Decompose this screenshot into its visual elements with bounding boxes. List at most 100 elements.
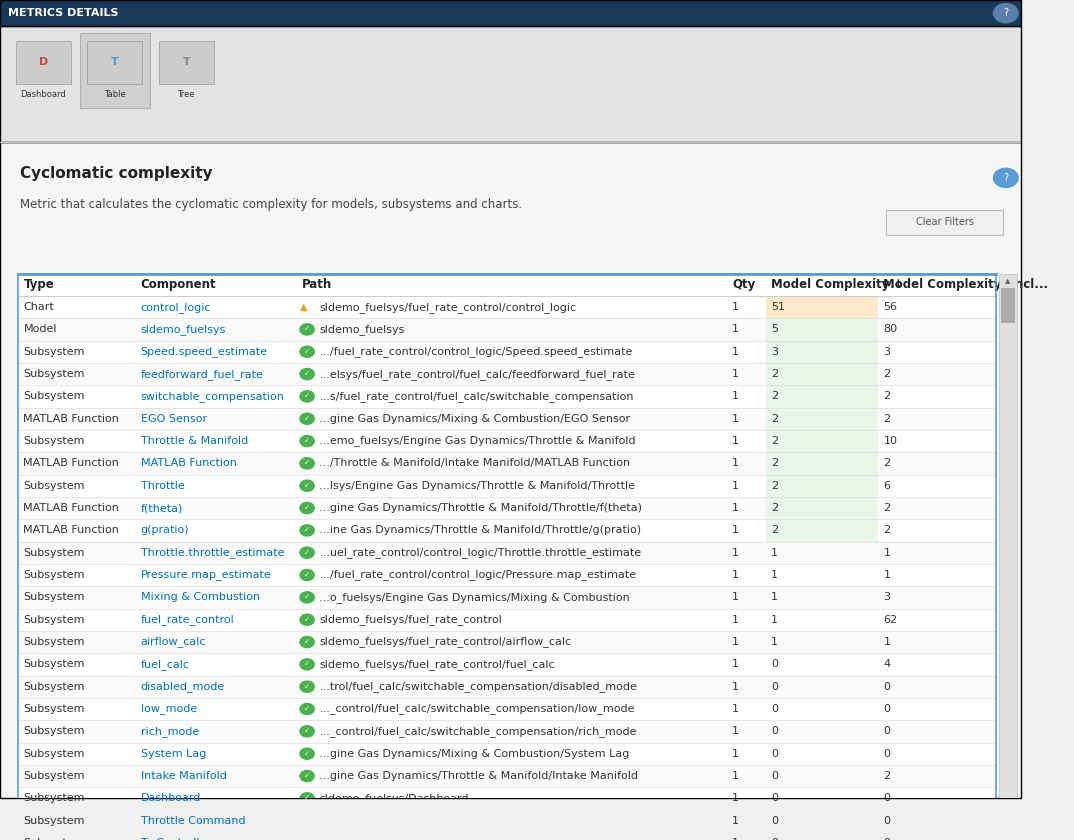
Text: Subsystem: Subsystem [24, 347, 85, 357]
Text: Subsystem: Subsystem [24, 637, 85, 647]
Text: 10: 10 [884, 436, 898, 446]
Circle shape [300, 703, 315, 715]
Text: 2: 2 [884, 771, 890, 781]
Text: ...gine Gas Dynamics/Mixing & Combustion/EGO Sensor: ...gine Gas Dynamics/Mixing & Combustion… [319, 414, 630, 423]
Text: Clear Filters: Clear Filters [915, 217, 973, 227]
Text: 2: 2 [771, 503, 779, 513]
Text: ▲: ▲ [300, 302, 307, 312]
Text: Metric that calculates the cyclomatic complexity for models, subsystems and char: Metric that calculates the cyclomatic co… [20, 197, 523, 211]
Text: ...gine Gas Dynamics/Throttle & Manifold/Throttle/f(theta): ...gine Gas Dynamics/Throttle & Manifold… [319, 503, 642, 513]
Text: 62: 62 [884, 615, 898, 625]
FancyBboxPatch shape [18, 654, 996, 675]
Text: Mixing & Combustion: Mixing & Combustion [141, 592, 260, 602]
FancyBboxPatch shape [18, 787, 996, 810]
Text: 3: 3 [771, 347, 778, 357]
Text: Subsystem: Subsystem [24, 816, 85, 826]
Text: Type: Type [24, 278, 54, 291]
Text: 1: 1 [732, 503, 739, 513]
Circle shape [300, 793, 315, 804]
Text: Qty: Qty [732, 278, 755, 291]
Text: sldemo_fuelsys/fuel_rate_control/airflow_calc: sldemo_fuelsys/fuel_rate_control/airflow… [319, 637, 571, 648]
Text: disabled_mode: disabled_mode [141, 681, 224, 692]
FancyBboxPatch shape [0, 0, 1021, 26]
Text: Subsystem: Subsystem [24, 615, 85, 625]
Text: Subsystem: Subsystem [24, 570, 85, 580]
Text: Subsystem: Subsystem [24, 592, 85, 602]
Text: ✓: ✓ [304, 483, 310, 489]
Circle shape [300, 659, 315, 670]
Text: 1: 1 [732, 704, 739, 714]
Text: T: T [183, 57, 190, 67]
Text: Tree: Tree [177, 90, 195, 98]
Text: Model Complexity (incl...: Model Complexity (incl... [884, 278, 1048, 291]
Circle shape [300, 547, 315, 559]
FancyBboxPatch shape [766, 296, 879, 318]
FancyBboxPatch shape [0, 26, 1021, 142]
Text: sldemo_fuelsys/fuel_rate_control/control_logic: sldemo_fuelsys/fuel_rate_control/control… [319, 302, 577, 312]
Text: 0: 0 [771, 748, 778, 759]
Circle shape [300, 815, 315, 827]
Text: ✓: ✓ [304, 528, 310, 533]
Text: 1: 1 [732, 324, 739, 334]
Text: ✓: ✓ [304, 393, 310, 399]
Text: Subsystem: Subsystem [24, 369, 85, 379]
Text: 0: 0 [771, 816, 778, 826]
FancyBboxPatch shape [18, 497, 996, 519]
FancyBboxPatch shape [999, 274, 1017, 840]
Text: 1: 1 [732, 414, 739, 423]
Text: 1: 1 [884, 548, 890, 558]
FancyBboxPatch shape [9, 33, 78, 108]
Text: 1: 1 [732, 748, 739, 759]
FancyBboxPatch shape [18, 407, 996, 430]
Text: ✓: ✓ [304, 327, 310, 333]
Text: 0: 0 [884, 727, 890, 737]
Text: ✓: ✓ [304, 460, 310, 466]
Circle shape [993, 168, 1018, 187]
FancyBboxPatch shape [18, 475, 996, 497]
FancyBboxPatch shape [151, 33, 221, 108]
Text: D: D [39, 57, 48, 67]
Text: ...o_fuelsys/Engine Gas Dynamics/Mixing & Combustion: ...o_fuelsys/Engine Gas Dynamics/Mixing … [319, 592, 630, 603]
FancyBboxPatch shape [766, 452, 879, 475]
Circle shape [300, 458, 315, 469]
Text: 1: 1 [732, 548, 739, 558]
FancyBboxPatch shape [18, 542, 996, 564]
Text: ✓: ✓ [304, 639, 310, 645]
Text: 0: 0 [771, 771, 778, 781]
Text: rich_mode: rich_mode [141, 726, 199, 737]
Text: ✓: ✓ [304, 349, 310, 354]
Text: ...gine Gas Dynamics/Mixing & Combustion/System Lag: ...gine Gas Dynamics/Mixing & Combustion… [319, 748, 629, 759]
Text: ...s/fuel_rate_control/fuel_calc/switchable_compensation: ...s/fuel_rate_control/fuel_calc/switcha… [319, 391, 634, 402]
Text: 1: 1 [732, 302, 739, 312]
Text: feedforward_fuel_rate: feedforward_fuel_rate [141, 369, 263, 380]
Text: 1: 1 [884, 637, 890, 647]
Text: 2: 2 [771, 525, 779, 535]
Text: ▲: ▲ [1012, 131, 1017, 137]
Text: 1: 1 [732, 682, 739, 691]
Text: Chart: Chart [24, 302, 54, 312]
Text: ✓: ✓ [304, 684, 310, 690]
Text: 4: 4 [884, 659, 890, 669]
Text: 1: 1 [732, 570, 739, 580]
Text: 51: 51 [771, 302, 785, 312]
Text: Subsystem: Subsystem [24, 682, 85, 691]
Text: control_logic: control_logic [141, 302, 212, 312]
Text: 0: 0 [884, 816, 890, 826]
Text: Dashboard: Dashboard [19, 51, 68, 60]
Text: sldemo_fuelsys/Dashboard: sldemo_fuelsys/Dashboard [319, 793, 469, 804]
FancyBboxPatch shape [18, 765, 996, 787]
Circle shape [300, 637, 315, 648]
Text: 2: 2 [771, 391, 779, 402]
Text: Throttle & Manifold: Throttle & Manifold [141, 436, 248, 446]
Text: ✓: ✓ [304, 817, 310, 824]
Text: 1: 1 [732, 592, 739, 602]
Text: sldemo_fuelsys: sldemo_fuelsys [319, 324, 405, 335]
Text: 0: 0 [884, 704, 890, 714]
Text: 1: 1 [884, 570, 890, 580]
Circle shape [300, 369, 315, 380]
FancyBboxPatch shape [766, 475, 879, 497]
FancyBboxPatch shape [766, 497, 879, 519]
Text: ✓: ✓ [304, 661, 310, 667]
Text: sldemo_fuelsys/fuel_rate_control/fuel_calc: sldemo_fuelsys/fuel_rate_control/fuel_ca… [319, 659, 555, 669]
FancyBboxPatch shape [18, 452, 996, 475]
